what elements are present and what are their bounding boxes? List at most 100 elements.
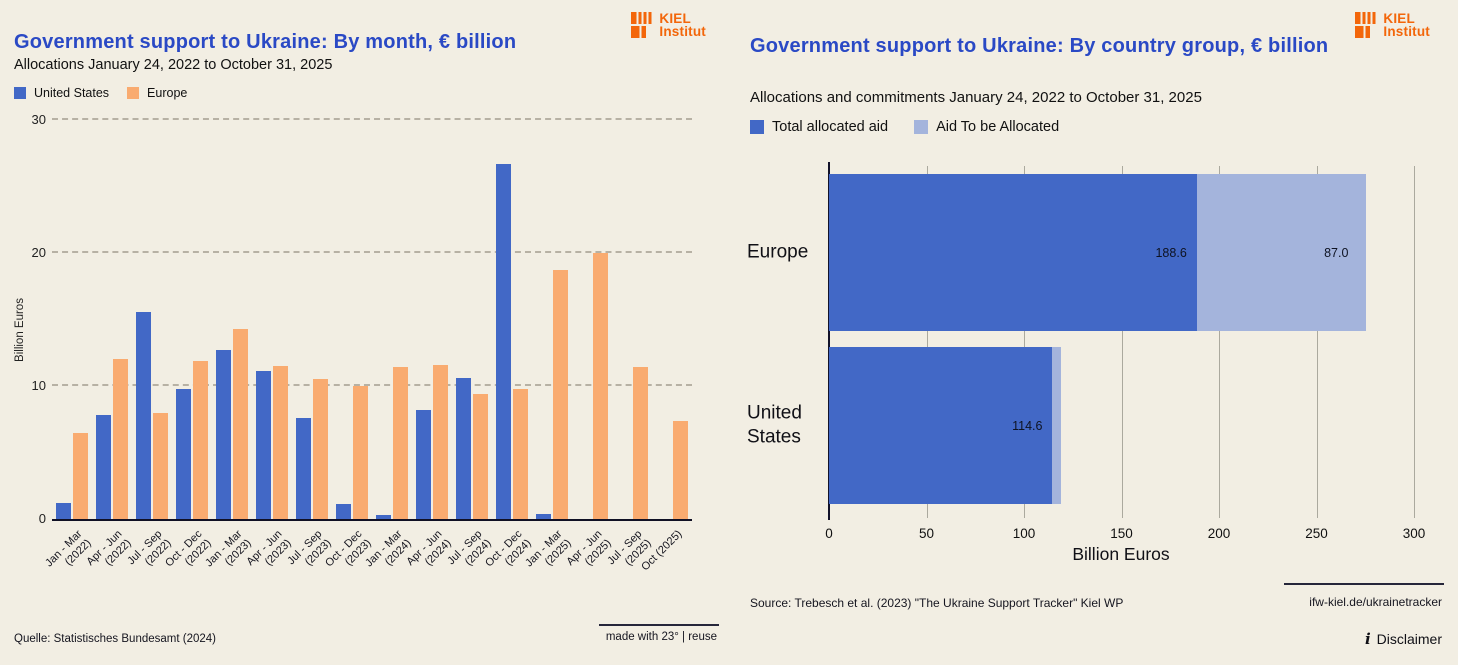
x-tick-label-250: 250 — [1305, 526, 1328, 541]
gridline-x-300 — [1414, 166, 1415, 518]
legend: Total allocated aid Aid To be Allocated — [750, 119, 1059, 135]
bar-united-states-6[interactable] — [256, 371, 271, 519]
gridline-x-100 — [1024, 166, 1025, 518]
x-tick-label-100: 100 — [1012, 526, 1036, 541]
gridline-x-200 — [1219, 166, 1220, 518]
bar-europe-3[interactable] — [153, 412, 168, 519]
x-tick-label: Jan - Mar (2024) — [363, 528, 414, 570]
x-tick-label: Oct - Dec (2023) — [323, 528, 374, 570]
data-label: 114.6 — [1012, 418, 1043, 433]
bar-united-states-4[interactable] — [176, 388, 191, 519]
segment-aid-to-be-allocated[interactable] — [1052, 347, 1061, 504]
bar-united-states-1[interactable] — [56, 503, 71, 519]
x-tick-label: Apr - Jun (2024) — [404, 528, 454, 569]
footer-divider — [599, 624, 719, 626]
bar-europe-14[interactable] — [593, 253, 608, 519]
panel-monthly-chart: Government support to Ukraine: By month,… — [14, 12, 719, 645]
x-tick-label-150: 150 — [1110, 526, 1133, 541]
kiel-logo-line1: KIEL — [659, 11, 691, 26]
bar-united-states-5[interactable] — [216, 350, 231, 519]
ukrainetracker-link[interactable]: ifw-kiel.de/ukrainetracker — [1309, 595, 1442, 609]
kiel-logo-line2: Institut — [1383, 24, 1430, 39]
legend-label: United States — [34, 86, 110, 100]
x-tick-label: Jan - Mar (2022) — [43, 528, 94, 570]
bar-united-states-11[interactable] — [456, 378, 471, 519]
kiel-bars-icon — [1355, 12, 1378, 44]
gridline-y-10 — [52, 384, 692, 386]
bar-europe-8[interactable] — [353, 386, 368, 519]
bar-europe-9[interactable] — [393, 367, 408, 519]
total-allocated-swatch — [750, 120, 764, 134]
x-tick-label-300: 300 — [1402, 526, 1426, 541]
bar-united-states-12[interactable] — [496, 163, 511, 519]
gridline-x-250 — [1316, 166, 1318, 518]
bar-united-states-9[interactable] — [376, 515, 391, 519]
bar-europe-6[interactable] — [273, 366, 288, 519]
x-tick-label: Jul - Sep (2024) — [445, 528, 494, 569]
x-tick-label: Apr - Jun (2025) — [564, 528, 614, 569]
category-label-united-states: United States — [747, 401, 802, 448]
y-axis-title: Billion Euros — [14, 298, 26, 362]
legend: United States Europe — [14, 86, 187, 100]
bar-europe-13[interactable] — [553, 270, 568, 519]
x-tick-label-0: 0 — [825, 526, 833, 541]
legend-label: Total allocated aid — [772, 119, 889, 135]
made-with-link[interactable]: made with 23° | reuse — [605, 631, 717, 643]
gridline-y-20 — [52, 251, 692, 253]
bar-europe-2[interactable] — [113, 359, 128, 519]
legend-item-total-allocated[interactable]: Total allocated aid — [750, 119, 888, 135]
stacked-bar-europe: 188.6 87.0 — [829, 174, 1367, 331]
kiel-logo-line1: KIEL — [1383, 11, 1415, 26]
bar-united-states-13[interactable] — [536, 513, 551, 519]
united-states-swatch — [14, 87, 26, 99]
kiel-institut-logo[interactable]: KIEL Institut — [1355, 12, 1430, 44]
segment-total-allocated-aid[interactable]: 188.6 — [829, 174, 1197, 331]
x-tick-label: Jul - Sep (2023) — [285, 528, 334, 569]
bar-united-states-3[interactable] — [136, 311, 151, 519]
bar-united-states-2[interactable] — [96, 415, 111, 519]
source-note: Quelle: Statistisches Bundesamt (2024) — [14, 633, 216, 645]
bar-europe-16[interactable] — [673, 420, 688, 519]
y-axis-line — [828, 162, 830, 520]
bar-europe-11[interactable] — [473, 393, 488, 519]
legend-item-united-states[interactable]: United States — [14, 86, 109, 100]
kiel-institut-logo[interactable]: KIEL Institut — [631, 12, 706, 44]
y-tick-label-0: 0 — [38, 511, 46, 526]
legend-label: Aid To be Allocated — [936, 119, 1060, 135]
bar-united-states-8[interactable] — [336, 504, 351, 519]
segment-aid-to-be-allocated[interactable]: 87.0 — [1196, 174, 1367, 331]
disclaimer-label: Disclaimer — [1376, 631, 1442, 647]
segment-total-allocated-aid[interactable]: 114.6 — [829, 347, 1053, 504]
bar-europe-5[interactable] — [233, 328, 248, 519]
legend-label: Europe — [147, 86, 188, 100]
x-tick-label: Oct - Dec (2022) — [163, 528, 214, 570]
stacked-bar-united-states: 114.6 — [829, 347, 1061, 504]
kiel-logo-text: KIEL Institut — [1383, 11, 1430, 39]
category-label-europe: Europe — [747, 241, 809, 263]
legend-item-europe[interactable]: Europe — [127, 86, 187, 100]
x-tick-label-200: 200 — [1207, 526, 1231, 541]
x-tick-label-50: 50 — [918, 526, 935, 541]
legend-item-to-be-allocated[interactable]: Aid To be Allocated — [914, 119, 1059, 135]
disclaimer-link[interactable]: i Disclaimer — [1365, 630, 1442, 648]
x-tick-label: Apr - Jun (2023) — [244, 528, 294, 569]
x-axis-line — [52, 519, 692, 521]
bar-europe-15[interactable] — [633, 367, 648, 519]
europe-swatch — [127, 87, 140, 99]
bar-europe-12[interactable] — [513, 388, 528, 519]
x-tick-label: Apr - Jun (2022) — [84, 528, 134, 569]
bar-europe-4[interactable] — [193, 360, 208, 519]
page-title: Government support to Ukraine: By month,… — [14, 31, 517, 54]
x-tick-label: Jan - Mar (2025) — [523, 528, 574, 570]
x-tick-label: Jan - Mar (2023) — [203, 528, 254, 570]
bar-europe-10[interactable] — [433, 364, 448, 519]
y-tick-label-20: 20 — [31, 245, 46, 260]
country-group-bar-plot: Billion Euros 0 50 100 150 200 250 300 Europe 18… — [747, 162, 1425, 564]
gridline-y-30 — [52, 118, 692, 120]
x-tick-label: Oct - Dec (2024) — [483, 528, 534, 570]
to-be-allocated-swatch — [914, 120, 929, 134]
bar-united-states-10[interactable] — [416, 409, 431, 519]
bar-united-states-7[interactable] — [296, 417, 311, 519]
bar-europe-7[interactable] — [313, 379, 328, 519]
bar-europe-1[interactable] — [73, 432, 88, 519]
